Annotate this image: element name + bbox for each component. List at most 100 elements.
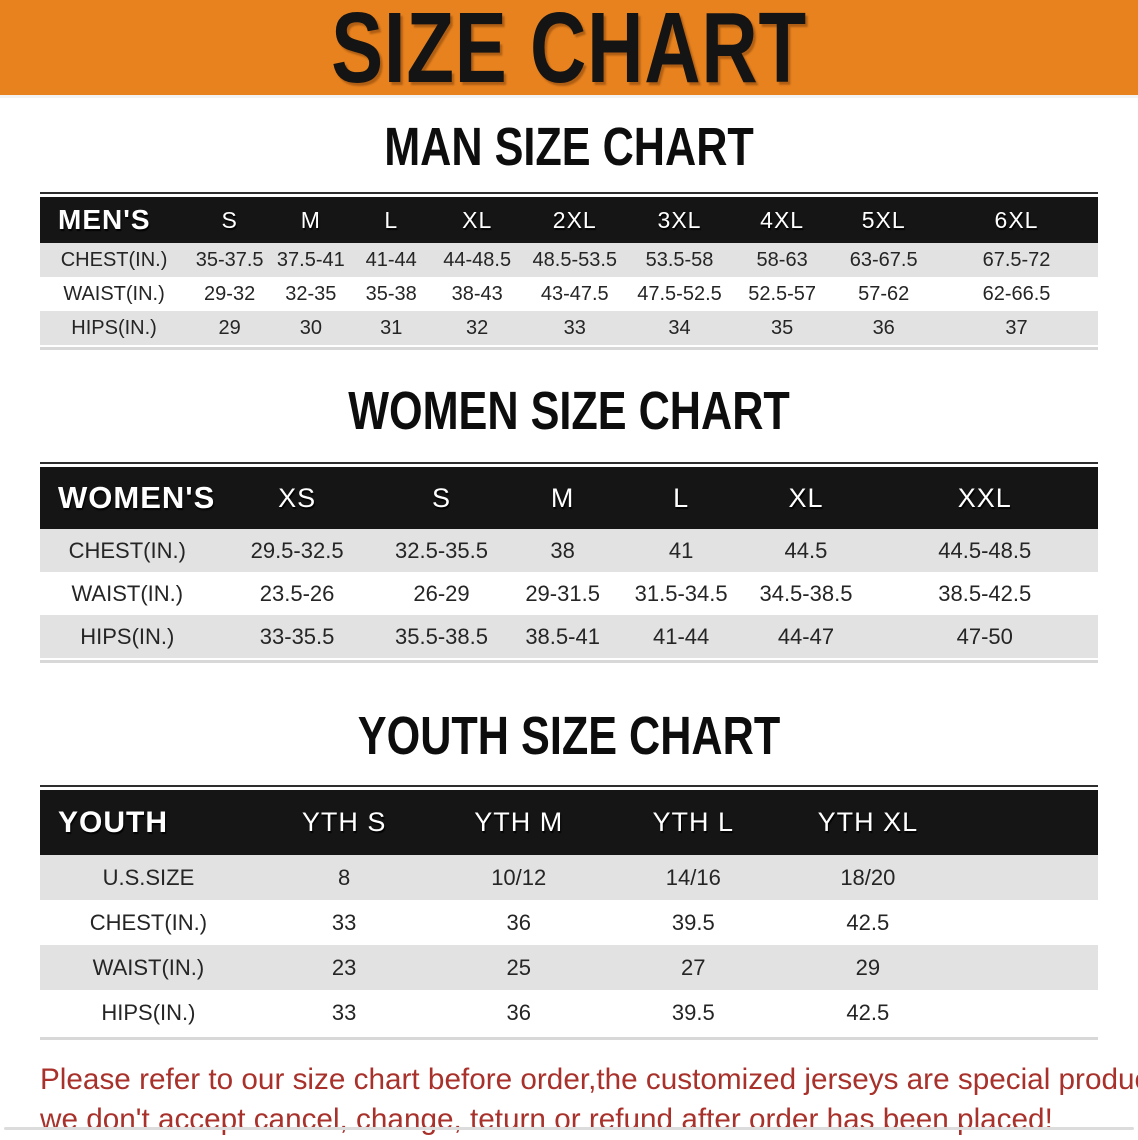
row-label: HIPS(IN.) xyxy=(40,311,189,345)
size-column-header: M xyxy=(271,197,351,243)
size-value: 35 xyxy=(731,311,833,345)
row-label: HIPS(IN.) xyxy=(40,615,215,658)
size-value: 47-50 xyxy=(871,615,1098,658)
size-column-header: XS xyxy=(214,467,380,529)
size-value: 38.5-42.5 xyxy=(871,572,1098,615)
youth-size-chart-heading: YOUTH SIZE CHART xyxy=(0,709,1138,763)
size-value: 33 xyxy=(256,990,432,1035)
row-label: WAIST(IN.) xyxy=(40,572,215,615)
size-row: WAIST(IN.) 23 25 27 29 xyxy=(40,945,1098,990)
size-value: 62-66.5 xyxy=(935,277,1098,311)
size-value: 23.5-26 xyxy=(214,572,380,615)
size-value: 27 xyxy=(606,945,781,990)
size-column-header: 4XL xyxy=(731,197,833,243)
size-value: 35-37.5 xyxy=(188,243,272,277)
size-value: 29 xyxy=(780,945,956,990)
size-column-header: S xyxy=(379,467,504,529)
bottom-divider xyxy=(4,1127,1134,1130)
size-value: 43-47.5 xyxy=(522,277,628,311)
size-column-header: 3XL xyxy=(627,197,732,243)
disclaimer-line-2: we don't accept cancel, change, teturn o… xyxy=(40,1103,1053,1136)
size-value: 10/12 xyxy=(431,855,606,900)
size-value: 31 xyxy=(350,311,432,345)
size-value: 25 xyxy=(431,945,606,990)
row-label: CHEST(IN.) xyxy=(40,243,189,277)
men-size-table-container: MEN'S S M L XL 2XL 3XL 4XL 5XL 6XL CHEST(IN.) 35-37… xyxy=(40,192,1098,350)
row-label: U.S.SIZE xyxy=(40,855,257,900)
size-value: 67.5-72 xyxy=(935,243,1098,277)
size-header-row: YOUTH YTH S YTH M YTH L YTH XL xyxy=(40,790,1098,855)
banner-title: SIZE CHART xyxy=(331,0,807,104)
size-row: WAIST(IN.) 23.5-26 26-29 29-31.5 31.5-34.5 34… xyxy=(40,572,1098,615)
man-size-chart-heading: MAN SIZE CHART xyxy=(0,120,1138,174)
size-value: 26-29 xyxy=(379,572,504,615)
size-value: 48.5-53.5 xyxy=(522,243,628,277)
table-title-cell: YOUTH xyxy=(40,790,257,855)
size-row: CHEST(IN.) 29.5-32.5 32.5-35.5 38 41 44.5 44.5… xyxy=(40,529,1098,572)
size-header-row: MEN'S S M L XL 2XL 3XL 4XL 5XL 6XL xyxy=(40,197,1098,243)
size-value: 33 xyxy=(522,311,628,345)
size-value xyxy=(955,900,1098,945)
size-column-header: YTH S xyxy=(256,790,432,855)
order-disclaimer-note: Please refer to our size chart before or… xyxy=(40,1060,1138,1140)
size-value: 38 xyxy=(503,529,622,572)
row-label: HIPS(IN.) xyxy=(40,990,257,1035)
size-row: HIPS(IN.) 29 30 31 32 33 34 35 36 37 xyxy=(40,311,1098,345)
size-value: 18/20 xyxy=(780,855,956,900)
women-size-chart-heading: WOMEN SIZE CHART xyxy=(0,384,1138,438)
table-title-cell: WOMEN'S xyxy=(40,467,215,529)
size-value: 44-47 xyxy=(740,615,872,658)
women-size-chart-heading-text: WOMEN SIZE CHART xyxy=(348,381,790,441)
size-value: 29 xyxy=(188,311,272,345)
size-value: 41 xyxy=(621,529,741,572)
size-value: 36 xyxy=(431,900,606,945)
size-column-header: 5XL xyxy=(832,197,935,243)
women-size-table: WOMEN'S XS S M L XL XXL CHEST(IN.) 29.5-32.5 32.5… xyxy=(40,467,1098,658)
size-row: HIPS(IN.) 33-35.5 35.5-38.5 38.5-41 41-44 44-… xyxy=(40,615,1098,658)
size-value: 30 xyxy=(271,311,351,345)
size-value: 38-43 xyxy=(431,277,523,311)
size-value: 35.5-38.5 xyxy=(379,615,504,658)
size-value: 32.5-35.5 xyxy=(379,529,504,572)
row-label: CHEST(IN.) xyxy=(40,900,257,945)
row-label: WAIST(IN.) xyxy=(40,277,189,311)
size-value xyxy=(955,990,1098,1035)
size-value: 33 xyxy=(256,900,432,945)
youth-size-chart-heading-text: YOUTH SIZE CHART xyxy=(357,706,781,766)
size-column-header: XL xyxy=(740,467,872,529)
size-row: U.S.SIZE 8 10/12 14/16 18/20 xyxy=(40,855,1098,900)
table-title-cell: MEN'S xyxy=(40,197,189,243)
size-value: 44.5-48.5 xyxy=(871,529,1098,572)
size-value: 47.5-52.5 xyxy=(627,277,732,311)
size-column-header: 6XL xyxy=(935,197,1098,243)
size-value: 31.5-34.5 xyxy=(621,572,741,615)
size-column-header xyxy=(955,790,1098,855)
size-value: 29-31.5 xyxy=(503,572,622,615)
size-value: 41-44 xyxy=(350,243,432,277)
size-value: 37 xyxy=(935,311,1098,345)
size-column-header: YTH L xyxy=(606,790,781,855)
size-value: 29.5-32.5 xyxy=(214,529,380,572)
disclaimer-line-1: Please refer to our size chart before or… xyxy=(40,1063,1138,1096)
size-value: 37.5-41 xyxy=(271,243,351,277)
size-column-header: L xyxy=(621,467,741,529)
size-column-header: M xyxy=(503,467,622,529)
size-column-header: S xyxy=(188,197,272,243)
size-value: 33-35.5 xyxy=(214,615,380,658)
size-value: 58-63 xyxy=(731,243,833,277)
size-value: 32 xyxy=(431,311,523,345)
size-value: 41-44 xyxy=(621,615,741,658)
size-column-header: L xyxy=(350,197,432,243)
size-column-header: XL xyxy=(431,197,523,243)
size-value: 39.5 xyxy=(606,990,781,1035)
women-size-table-container: WOMEN'S XS S M L XL XXL CHEST(IN.) 29.5-32.5 32.5… xyxy=(40,462,1098,663)
size-value: 34.5-38.5 xyxy=(740,572,872,615)
size-value: 36 xyxy=(431,990,606,1035)
size-value: 23 xyxy=(256,945,432,990)
size-value: 39.5 xyxy=(606,900,781,945)
size-value: 32-35 xyxy=(271,277,351,311)
size-value: 63-67.5 xyxy=(832,243,935,277)
size-value: 44-48.5 xyxy=(431,243,523,277)
size-value: 42.5 xyxy=(780,900,956,945)
row-label: WAIST(IN.) xyxy=(40,945,257,990)
